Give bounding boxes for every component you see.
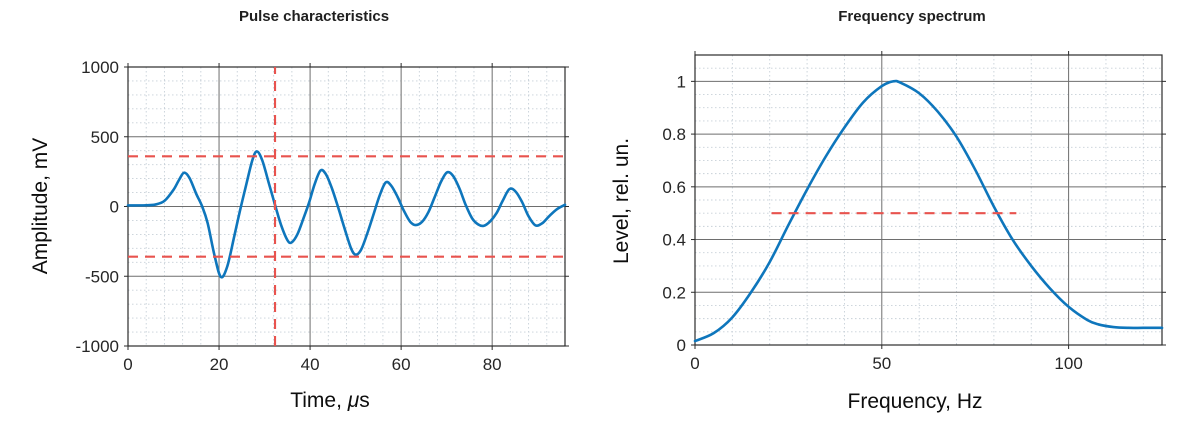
pulse-chart-title: Pulse characteristics — [238, 8, 390, 25]
x-tick-label: 60 — [392, 355, 411, 374]
spectrum-x-axis-label: Frequency, Hz — [847, 390, 983, 413]
pulse-chart: 0 20 40 60 80 -1000 -500 0 500 1000 — [76, 58, 569, 374]
y-tick-label: 500 — [91, 128, 119, 147]
spectrum-tick-labels: 0 50 100 0 0.2 0.4 0.6 0.8 1 — [662, 72, 1082, 373]
x-tick-label: 20 — [210, 355, 229, 374]
x-tick-label: 80 — [483, 355, 502, 374]
pulse-y-axis-label: Amplitude, mV — [29, 137, 52, 275]
x-tick-label: 50 — [872, 354, 891, 373]
y-tick-label: 1 — [677, 72, 686, 91]
x-tick-label: 0 — [690, 354, 699, 373]
spectrum-minor-grid — [695, 55, 1162, 345]
y-tick-label: 0.2 — [662, 283, 686, 302]
y-tick-label: 0.8 — [662, 125, 686, 144]
pulse-tick-marks — [124, 63, 569, 350]
spectrum-axes-box — [694, 54, 1163, 346]
spectrum-curve — [693, 79, 1164, 343]
pulse-x-axis-label: Time, μs — [290, 389, 370, 413]
y-tick-label: 0 — [677, 336, 686, 355]
x-tick-label: 100 — [1054, 354, 1082, 373]
spectrum-chart: 0 50 100 0 0.2 0.4 0.6 0.8 1 — [662, 51, 1166, 373]
spectrum-chart-title: Frequency spectrum — [838, 8, 986, 25]
y-tick-label: 1000 — [81, 58, 119, 77]
y-tick-label: -1000 — [76, 337, 119, 356]
spectrum-major-grid — [694, 55, 1162, 346]
spectrum-tick-marks — [691, 51, 1166, 349]
pulse-x-axis-label-unit: s — [359, 389, 370, 412]
y-tick-label: 0 — [110, 198, 119, 217]
pulse-tick-labels: 0 20 40 60 80 -1000 -500 0 500 1000 — [76, 58, 502, 374]
spectrum-y-axis-label: Level, rel. un. — [610, 137, 633, 265]
y-tick-label: -500 — [85, 267, 119, 286]
y-tick-label: 0.6 — [662, 178, 686, 197]
mu-symbol: μ — [347, 389, 360, 412]
pulse-waveform-curve — [126, 150, 567, 279]
y-tick-label: 0.4 — [662, 231, 686, 250]
pulse-x-axis-label-text: Time, — [290, 389, 348, 412]
x-tick-label: 40 — [301, 355, 320, 374]
x-tick-label: 0 — [123, 355, 132, 374]
